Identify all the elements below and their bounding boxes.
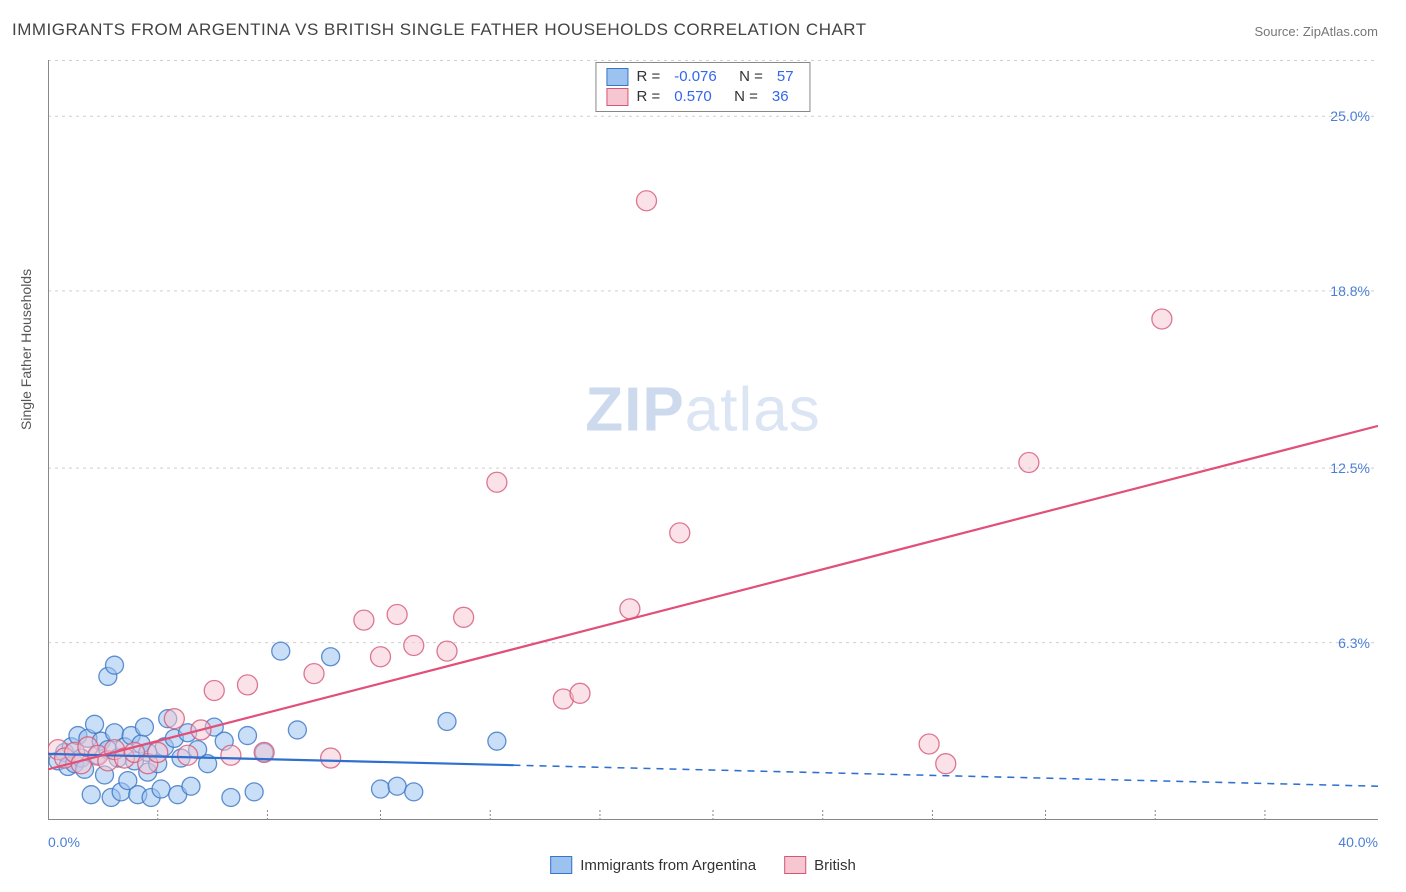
scatter-plot (48, 60, 1378, 820)
n-label: N = (731, 67, 763, 87)
legend-swatch (550, 856, 572, 874)
n-value: 36 (772, 87, 789, 107)
y-tick-label: 6.3% (1338, 635, 1370, 651)
n-value: 57 (777, 67, 794, 87)
r-label: R = (636, 87, 660, 107)
source-prefix: Source: (1254, 24, 1302, 39)
legend-item: Immigrants from Argentina (550, 856, 756, 874)
r-value: -0.076 (674, 67, 717, 87)
source-name: ZipAtlas.com (1303, 24, 1378, 39)
y-tick-label: 18.8% (1330, 283, 1370, 299)
x-axis-max-label: 40.0% (1338, 834, 1378, 850)
y-tick-label: 12.5% (1330, 460, 1370, 476)
r-label: R = (636, 67, 660, 87)
legend-label: British (814, 857, 856, 874)
stats-legend-row: R = -0.076 N = 57 (606, 67, 799, 87)
n-label: N = (726, 87, 758, 107)
legend-swatch (606, 68, 628, 86)
series-legend: Immigrants from Argentina British (550, 856, 856, 874)
source-attribution: Source: ZipAtlas.com (1254, 24, 1378, 39)
stats-legend: R = -0.076 N = 57R = 0.570 N = 36 (595, 62, 810, 112)
stats-legend-row: R = 0.570 N = 36 (606, 87, 799, 107)
legend-item: British (784, 856, 856, 874)
chart-title: IMMIGRANTS FROM ARGENTINA VS BRITISH SIN… (12, 20, 867, 40)
legend-label: Immigrants from Argentina (580, 857, 756, 874)
legend-swatch (784, 856, 806, 874)
r-value: 0.570 (674, 87, 712, 107)
x-axis-min-label: 0.0% (48, 834, 80, 850)
y-axis-label: Single Father Households (18, 269, 34, 430)
legend-swatch (606, 88, 628, 106)
y-tick-label: 25.0% (1330, 108, 1370, 124)
